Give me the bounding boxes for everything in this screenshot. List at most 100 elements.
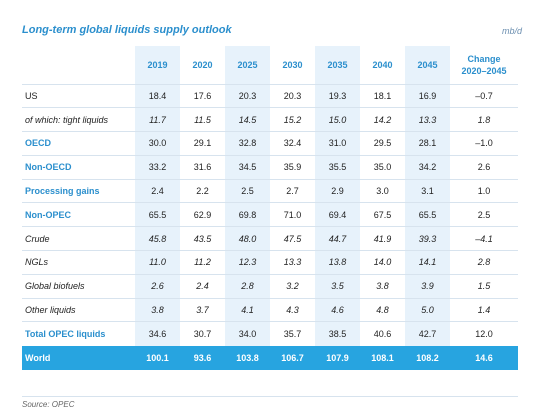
value-cell: 34.5 xyxy=(225,155,270,180)
value-cell: 28.1 xyxy=(405,131,450,156)
value-cell: 14.1 xyxy=(405,250,450,275)
value-cell: 3.8 xyxy=(135,298,180,322)
value-cell: 30.0 xyxy=(135,131,180,156)
value-cell: 40.6 xyxy=(373,329,392,340)
value-cell: 106.7 xyxy=(281,352,304,363)
value-cell: 29.1 xyxy=(193,138,212,149)
value-cell: 41.9 xyxy=(373,233,392,244)
value-cell: 15.2 xyxy=(283,114,302,125)
value-cell: 4.6 xyxy=(315,298,360,322)
value-cell: 13.8 xyxy=(315,250,360,275)
value-cell: 93.6 xyxy=(193,352,212,363)
value-cell: 100.1 xyxy=(146,352,169,363)
value-cell: 31.0 xyxy=(315,131,360,156)
table-title: Long-term global liquids supply outlook xyxy=(22,24,232,36)
row-label: US xyxy=(25,90,38,101)
header-cell xyxy=(22,46,135,84)
value-cell: 38.5 xyxy=(315,321,360,346)
value-cell: 17.6 xyxy=(193,90,212,101)
change-cell: –1.0 xyxy=(475,138,493,149)
value-cell: 31.6 xyxy=(193,162,212,173)
table-row: Global biofuels 2.6 2.4 2.8 3.2 3.5 3.8 3.9 1.5 xyxy=(22,274,518,299)
value-cell: 3.8 xyxy=(376,281,389,292)
value-cell: 3.9 xyxy=(405,274,450,299)
value-cell: 30.7 xyxy=(193,329,212,340)
table-row: Crude 45.8 43.5 48.0 47.5 44.7 41.9 39.3 –4.1 xyxy=(22,226,518,251)
value-cell: 20.3 xyxy=(283,90,302,101)
value-cell: 35.5 xyxy=(315,155,360,180)
table-row: Processing gains 2.4 2.2 2.5 2.7 2.9 3.0 3.1 1.0 xyxy=(22,179,518,203)
value-cell: 45.8 xyxy=(135,226,180,251)
table-row: Non-OPEC 65.5 62.9 69.8 71.0 69.4 67.5 65.5 2.5 xyxy=(22,202,518,227)
value-cell: 4.3 xyxy=(286,305,299,316)
change-cell: –4.1 xyxy=(475,233,493,244)
unit-label: mb/d xyxy=(501,26,522,36)
value-cell: 48.0 xyxy=(225,226,270,251)
value-cell: 43.5 xyxy=(193,233,212,244)
bottom-rule xyxy=(22,396,518,397)
value-cell: 34.0 xyxy=(225,321,270,346)
row-label: Non-OPEC xyxy=(25,209,71,220)
row-label: Global biofuels xyxy=(25,281,85,292)
change-header-line2: 2020–2045 xyxy=(461,65,507,76)
change-cell: 2.8 xyxy=(477,257,491,268)
value-cell: 39.3 xyxy=(405,226,450,251)
value-cell: 62.9 xyxy=(193,209,212,220)
value-cell: 42.7 xyxy=(405,321,450,346)
value-cell: 108.2 xyxy=(416,352,439,363)
value-cell: 19.3 xyxy=(315,84,360,108)
value-cell: 12.3 xyxy=(225,250,270,275)
source-note: Source: OPEC xyxy=(22,400,75,409)
row-label: OECD xyxy=(25,138,52,149)
row-label: Processing gains xyxy=(25,186,100,197)
value-cell: 35.0 xyxy=(373,162,392,173)
value-cell: 11.2 xyxy=(194,257,211,268)
value-cell: 3.5 xyxy=(315,274,360,299)
value-cell: 4.1 xyxy=(225,298,270,322)
value-cell: 16.9 xyxy=(405,84,450,108)
value-cell: 3.7 xyxy=(196,305,209,316)
value-cell: 108.1 xyxy=(371,352,394,363)
value-cell: 14.0 xyxy=(373,257,392,268)
value-cell: 2.7 xyxy=(286,186,299,197)
table-row: World 100.1 93.6 103.8 106.7 107.9 108.1 108.2 1… xyxy=(22,345,518,370)
value-cell: 2.9 xyxy=(315,179,360,203)
value-cell: 14.2 xyxy=(373,114,392,125)
value-cell: 107.9 xyxy=(326,352,349,363)
value-cell: 35.9 xyxy=(283,162,302,173)
header-cell: 2025 xyxy=(225,46,270,84)
row-label: of which: tight liquids xyxy=(25,114,109,125)
value-cell: 2.5 xyxy=(225,179,270,203)
value-cell: 20.3 xyxy=(225,84,270,108)
value-cell: 65.5 xyxy=(405,202,450,227)
value-cell: 29.5 xyxy=(373,138,392,149)
value-cell: 14.5 xyxy=(225,107,270,132)
header-cell: 2030 xyxy=(282,59,303,70)
value-cell: 34.6 xyxy=(135,321,180,346)
value-cell: 5.0 xyxy=(405,298,450,322)
value-cell: 32.8 xyxy=(225,131,270,156)
header-cell: 2045 xyxy=(405,46,450,84)
table-row: Total OPEC liquids 34.6 30.7 34.0 35.7 38.5 40… xyxy=(22,321,518,346)
value-cell: 2.6 xyxy=(135,274,180,299)
change-cell: 12.0 xyxy=(475,329,493,340)
header-cell: 2040 xyxy=(372,59,393,70)
change-cell: 1.4 xyxy=(477,305,491,316)
table-row: of which: tight liquids 11.7 11.5 14.5 15.2 1… xyxy=(22,107,518,132)
supply-outlook-table: 2019 2020 2025 2030 2035 2040 2045 Chang… xyxy=(22,46,518,370)
value-cell: 69.8 xyxy=(225,202,270,227)
value-cell: 13.3 xyxy=(283,257,302,268)
value-cell: 11.0 xyxy=(135,250,180,275)
value-cell: 3.1 xyxy=(405,179,450,203)
value-cell: 65.5 xyxy=(135,202,180,227)
table-row: Other liquids 3.8 3.7 4.1 4.3 4.6 4.8 5.0 1.4 xyxy=(22,298,518,322)
table-row: Non-OECD 33.2 31.6 34.5 35.9 35.5 35.0 34.2 2.6 xyxy=(22,155,518,180)
value-cell: 2.8 xyxy=(225,274,270,299)
value-cell: 11.5 xyxy=(194,114,211,125)
change-cell: 1.8 xyxy=(477,114,491,125)
table-row: NGLs 11.0 11.2 12.3 13.3 13.8 14.0 14.1 2.8 xyxy=(22,250,518,275)
change-cell: –0.7 xyxy=(475,90,493,101)
table-row: OECD 30.0 29.1 32.8 32.4 31.0 29.5 28.1 –1.0 xyxy=(22,131,518,156)
table-row: US 18.4 17.6 20.3 20.3 19.3 18.1 16.9 –0.7 xyxy=(22,84,518,108)
value-cell: 47.5 xyxy=(283,233,302,244)
